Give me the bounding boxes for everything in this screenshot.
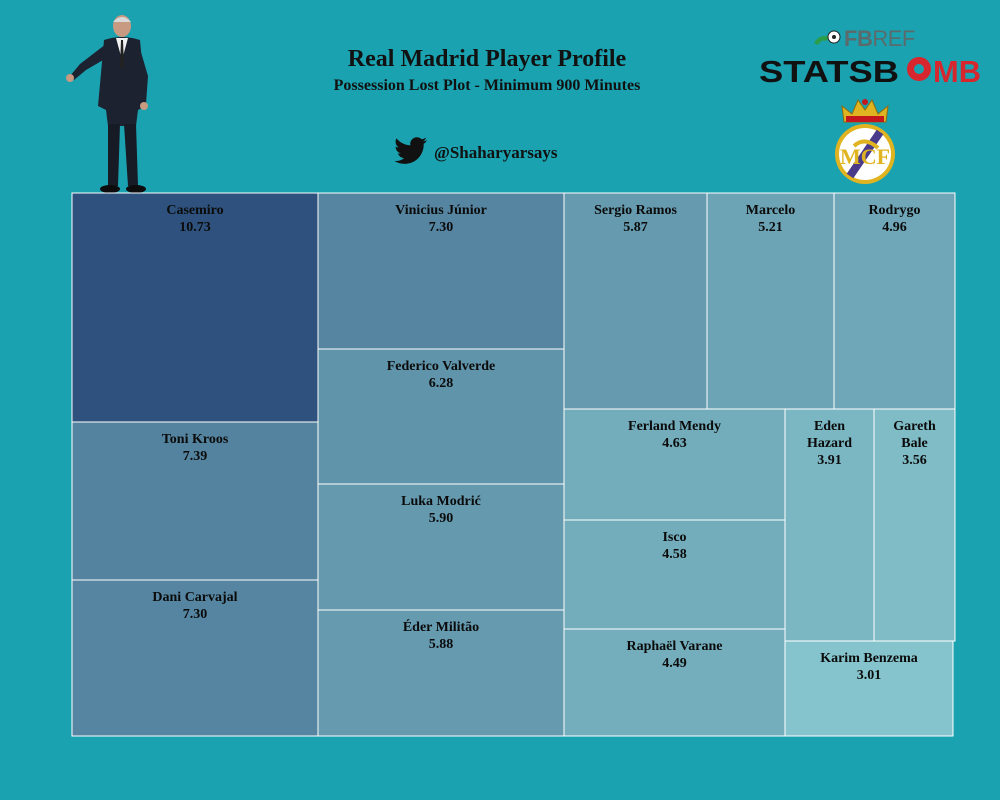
cell-value: 3.56 (902, 453, 927, 468)
treemap-cell: Toni Kroos 7.39 (71, 421, 319, 581)
cell-label: Isco (662, 530, 686, 545)
cell-value: 6.28 (429, 376, 454, 391)
treemap-cell: Sergio Ramos 5.87 (563, 192, 708, 410)
cell-value: 3.01 (857, 668, 882, 683)
treemap-cell: Éder Militão 5.88 (317, 609, 565, 737)
treemap-cell: Federico Valverde 6.28 (317, 348, 565, 485)
cell-label: Rodrygo (868, 203, 920, 218)
cell-value: 10.73 (179, 220, 211, 235)
cell-label: Hazard (807, 436, 852, 451)
treemap-cell: Dani Carvajal 7.30 (71, 579, 319, 737)
treemap-rect (784, 640, 954, 737)
cell-value: 5.90 (429, 511, 454, 526)
cell-label: Raphaël Varane (626, 639, 722, 654)
twitter-credit: @Shaharyarsays (394, 136, 558, 170)
treemap-rect (706, 192, 835, 410)
cell-label: Ferland Mendy (628, 419, 721, 434)
treemap-rect (563, 628, 786, 737)
treemap-cell: Eden Hazard 3.91 (784, 408, 875, 642)
cell-value: 7.39 (183, 449, 208, 464)
cell-value: 7.30 (429, 220, 454, 235)
cell-label: Marcelo (746, 203, 796, 218)
treemap-rect (833, 192, 956, 410)
treemap-rect (873, 408, 956, 642)
treemap-cell: Casemiro 10.73 (71, 192, 319, 423)
cell-value: 4.58 (662, 547, 687, 562)
chart-subtitle: Possession Lost Plot - Minimum 900 Minut… (333, 77, 641, 94)
treemap-cell: Raphaël Varane 4.49 (563, 628, 786, 737)
treemap-rect (317, 192, 565, 350)
cell-value: 5.87 (623, 220, 648, 235)
treemap-rect (317, 609, 565, 737)
cell-label: Casemiro (166, 203, 223, 218)
treemap-rect (784, 408, 875, 642)
statsbomb-logo: STATSB MB (759, 52, 984, 93)
cell-label: Dani Carvajal (152, 590, 237, 605)
cell-label: Bale (901, 436, 927, 451)
treemap-cell: Rodrygo 4.96 (833, 192, 956, 410)
treemap-cell: Gareth Bale 3.56 (873, 408, 956, 642)
cell-value: 3.91 (817, 453, 842, 468)
coach-photo (60, 6, 160, 201)
cell-label: Gareth (893, 419, 936, 434)
cell-label: Sergio Ramos (594, 203, 677, 218)
treemap-rect (71, 192, 319, 423)
cell-label: Federico Valverde (387, 359, 495, 374)
treemap-cell: Marcelo 5.21 (706, 192, 835, 410)
cell-value: 4.49 (662, 656, 687, 671)
cell-label: Vinicius Júnior (395, 203, 487, 218)
treemap-rect (317, 483, 565, 611)
cell-value: 4.63 (662, 436, 687, 451)
treemap-rect (563, 408, 786, 521)
svg-text:MB: MB (933, 54, 981, 88)
treemap-rect (317, 348, 565, 485)
treemap-cell: Isco 4.58 (563, 519, 786, 630)
treemap-cell: Luka Modrić 5.90 (317, 483, 565, 611)
fbref-logo: FBREF (812, 26, 915, 52)
cell-label: Luka Modrić (401, 494, 481, 509)
treemap-rect (563, 519, 786, 630)
treemap-cell: Ferland Mendy 4.63 (563, 408, 786, 521)
twitter-handle: @Shaharyarsays (434, 143, 558, 162)
twitter-bird-icon (394, 136, 428, 170)
chart-header: Real Madrid Player Profile Possession Lo… (0, 0, 1000, 195)
svg-text:MCF: MCF (840, 144, 890, 169)
cell-label: Éder Militão (403, 618, 479, 635)
real-madrid-crest: MCF (830, 96, 900, 193)
treemap-rect (563, 192, 708, 410)
cell-label: Karim Benzema (820, 651, 918, 666)
treemap-rect (71, 579, 319, 737)
treemap-cell: Karim Benzema 3.01 (784, 640, 954, 737)
cell-value: 5.21 (758, 220, 783, 235)
treemap-cell: Vinicius Júnior 7.30 (317, 192, 565, 350)
svg-text:STATSB: STATSB (759, 54, 899, 88)
cell-value: 4.96 (882, 220, 907, 235)
cell-label: Toni Kroos (162, 432, 229, 447)
cell-value: 5.88 (429, 637, 454, 652)
cell-label: Eden (814, 419, 845, 434)
chart-title: Real Madrid Player Profile (347, 46, 627, 72)
cell-value: 7.30 (183, 607, 208, 622)
